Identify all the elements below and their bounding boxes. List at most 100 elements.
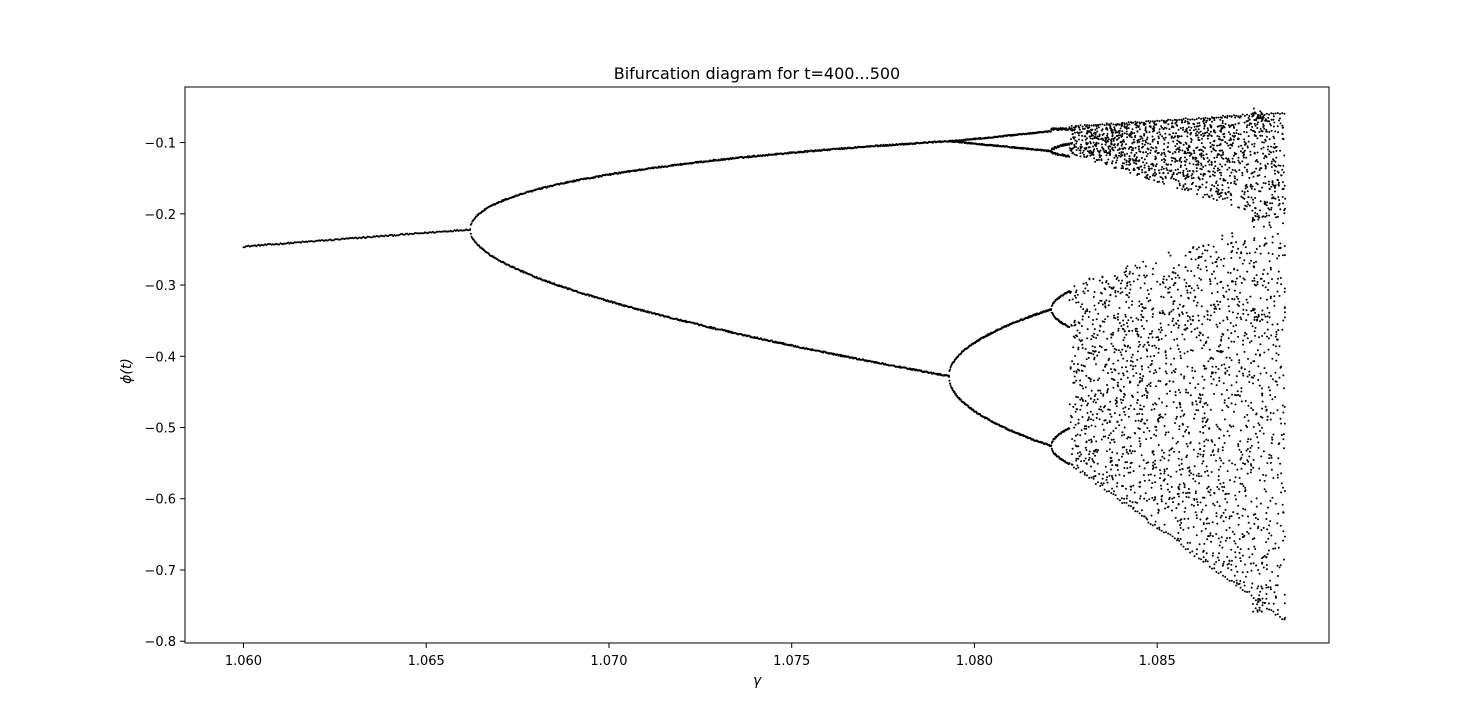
scatter-point <box>1169 347 1172 350</box>
scatter-point <box>1262 526 1265 529</box>
scatter-point <box>1274 130 1277 133</box>
scatter-point <box>1234 123 1237 126</box>
scatter-point <box>1277 184 1280 187</box>
scatter-point <box>1249 562 1252 565</box>
scatter-point <box>1071 438 1074 440</box>
scatter-point <box>1125 300 1128 303</box>
scatter-point <box>1252 198 1254 201</box>
scatter-point <box>1183 486 1186 489</box>
scatter-point <box>1117 359 1120 362</box>
scatter-point <box>1196 301 1199 304</box>
scatter-point <box>1160 415 1162 418</box>
scatter-point <box>1159 472 1162 475</box>
scatter-point <box>1072 405 1075 408</box>
scatter-point <box>1096 354 1099 357</box>
scatter-point <box>1264 167 1267 170</box>
scatter-point <box>1178 464 1181 467</box>
scatter-point <box>1181 128 1184 131</box>
scatter-point <box>1222 481 1225 484</box>
scatter-point <box>1163 468 1166 471</box>
scatter-point <box>1233 480 1236 483</box>
scatter-point <box>951 387 954 390</box>
scatter-point <box>1100 482 1103 485</box>
scatter-point <box>1114 289 1117 292</box>
scatter-point <box>1231 559 1233 562</box>
scatter-point <box>1099 389 1102 392</box>
scatter-point <box>1126 370 1129 373</box>
scatter-point <box>1125 127 1128 130</box>
scatter-point <box>1170 509 1173 512</box>
scatter-point <box>1090 440 1093 443</box>
scatter-point <box>1215 190 1218 193</box>
scatter-point <box>1222 286 1224 289</box>
scatter-point <box>1092 278 1095 280</box>
scatter-point <box>1210 375 1212 378</box>
scatter-point <box>1089 137 1092 140</box>
scatter-point <box>1121 130 1124 133</box>
scatter-point <box>1197 319 1200 322</box>
scatter-point <box>1080 453 1083 456</box>
scatter-point <box>1283 287 1286 290</box>
scatter-point <box>1223 257 1226 260</box>
scatter-point <box>1116 156 1119 159</box>
scatter-point <box>1215 307 1218 310</box>
scatter-point <box>1228 356 1231 359</box>
scatter-point <box>1202 150 1205 153</box>
scatter-point <box>1216 169 1219 172</box>
scatter-point <box>1267 116 1270 119</box>
scatter-point <box>1234 283 1237 286</box>
scatter-point <box>1168 169 1171 172</box>
scatter-point <box>1140 454 1143 457</box>
scatter-point <box>1202 145 1205 148</box>
scatter-point <box>1202 455 1204 458</box>
scatter-point <box>1155 163 1158 166</box>
scatter-point <box>1218 505 1221 508</box>
scatter-point <box>1200 475 1203 478</box>
scatter-point <box>1117 349 1120 352</box>
scatter-point <box>1128 169 1131 171</box>
scatter-point <box>1111 129 1114 131</box>
scatter-point <box>1121 446 1124 449</box>
scatter-point <box>1257 422 1260 425</box>
scatter-point <box>1183 510 1186 513</box>
scatter-point <box>1192 122 1195 125</box>
scatter-point <box>1249 446 1252 449</box>
scatter-point <box>1211 535 1214 538</box>
scatter-point <box>1257 518 1259 521</box>
scatter-point <box>1234 551 1237 554</box>
scatter-point <box>1175 406 1178 409</box>
scatter-point <box>1231 530 1234 533</box>
scatter-point <box>1259 430 1261 432</box>
scatter-point <box>1140 509 1143 512</box>
scatter-point <box>1167 123 1170 126</box>
scatter-point <box>1141 379 1144 382</box>
scatter-point <box>1215 423 1218 426</box>
scatter-point <box>1084 457 1087 460</box>
scatter-point <box>1105 281 1108 284</box>
scatter-point <box>1108 300 1111 303</box>
scatter-point <box>1090 129 1093 132</box>
scatter-point <box>1271 241 1274 244</box>
scatter-point <box>1198 334 1201 337</box>
scatter-point <box>1284 535 1286 538</box>
scatter-point <box>1254 311 1257 314</box>
scatter-point <box>1158 169 1160 172</box>
scatter-point <box>1102 330 1105 333</box>
scatter-point <box>1092 319 1095 321</box>
scatter-point <box>1077 457 1080 460</box>
scatter-point <box>1163 153 1166 156</box>
scatter-point <box>1275 330 1278 333</box>
scatter-point <box>1185 495 1188 498</box>
scatter-point <box>1172 140 1175 143</box>
scatter-point <box>1084 400 1087 402</box>
scatter-point <box>1148 498 1151 501</box>
scatter-point <box>1160 498 1163 501</box>
scatter-point <box>1195 167 1198 170</box>
scatter-point <box>1128 157 1131 160</box>
scatter-point <box>1080 364 1083 367</box>
scatter-point <box>1246 168 1248 171</box>
scatter-point <box>1262 152 1265 155</box>
scatter-point <box>1278 247 1280 249</box>
scatter-point <box>1224 141 1227 143</box>
scatter-point <box>1167 474 1170 477</box>
